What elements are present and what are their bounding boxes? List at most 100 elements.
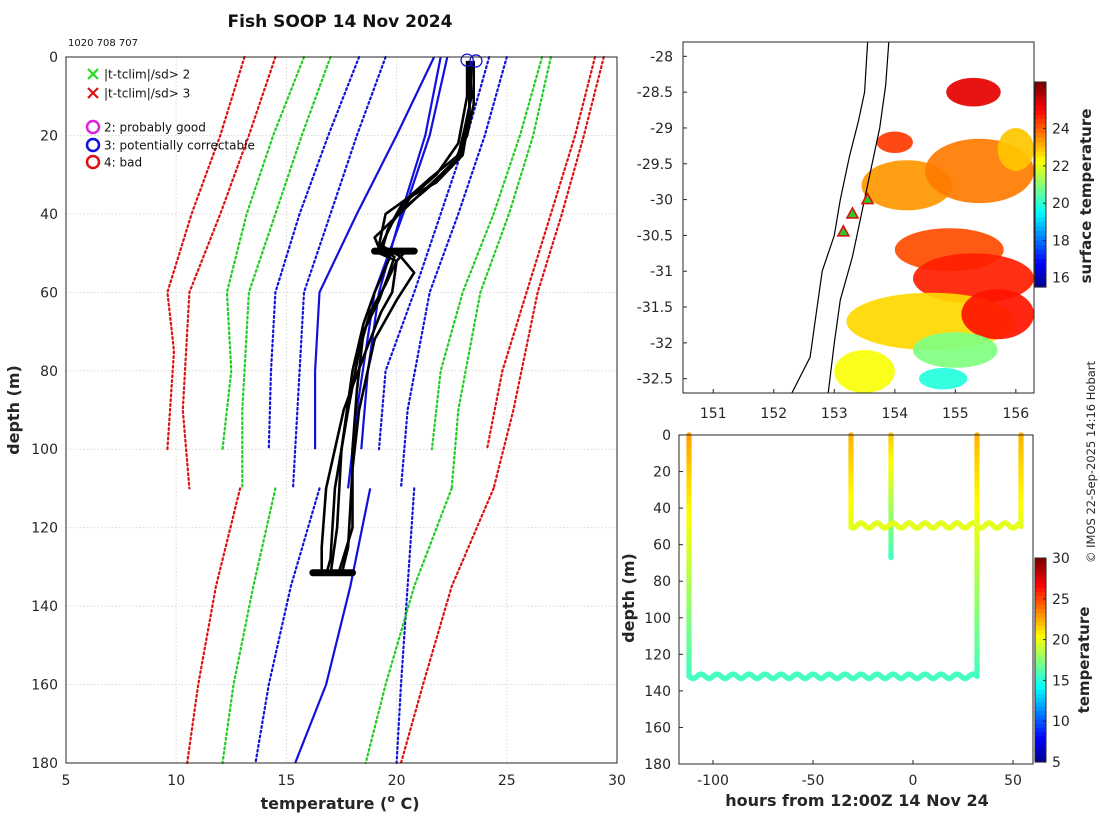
clim-sd1-low-c (254, 487, 321, 765)
colorbar-segment (1035, 165, 1046, 172)
coastline-line (791, 42, 869, 393)
x-tick-label: 15 (277, 773, 295, 789)
colorbar-segment (1035, 95, 1046, 102)
colorbar-segment (1035, 105, 1046, 111)
colorbar-segment (1035, 203, 1046, 209)
wiggle-point (974, 673, 980, 679)
colorbar-segment (1035, 706, 1046, 712)
dt-x-tick-label: -100 (697, 773, 729, 789)
sst-patch (912, 332, 998, 368)
dt-y-tick-label: 120 (644, 647, 671, 663)
colorbar-segment (1035, 109, 1046, 116)
colorbar-segment (1035, 630, 1046, 636)
legend-label: |t-tclim|/sd> 2 (104, 68, 190, 82)
colorbar-segment (1035, 677, 1046, 682)
depth-time-plot: -100 -50 0 50 0 20 40 60 80 100 120 140 160 180 hours… (619, 428, 1093, 810)
colorbar-segment (1035, 702, 1046, 708)
sst-patch (834, 350, 895, 393)
map-y-tick-label: -31 (650, 264, 673, 280)
colorbar-tick-label: 10 (1052, 714, 1070, 730)
colorbar-tick-label: 24 (1052, 122, 1070, 138)
profile-3 (320, 60, 469, 571)
colorbar-segment (1035, 655, 1046, 661)
clim-sd3-low-b (181, 55, 277, 490)
colorbar-segment (1035, 711, 1046, 716)
legend-circle-symbol (85, 137, 101, 153)
drop-point (888, 554, 894, 561)
colorbar-segment (1035, 566, 1046, 572)
colorbar-tick-label: 18 (1052, 233, 1070, 249)
sst-patch (997, 127, 1034, 171)
y-tick-label: 40 (40, 207, 58, 223)
colorbar-segment (1035, 123, 1046, 130)
dt-x-tick-label: 0 (909, 773, 918, 789)
map-y-tick-label: -29.5 (637, 157, 673, 173)
sst-field (834, 77, 1034, 393)
bad-marker (460, 53, 474, 67)
colorbar-segment (1035, 749, 1046, 755)
sst-colorbar: 16 18 20 22 24 (1034, 81, 1070, 288)
dt-y-tick-label: 100 (644, 611, 671, 627)
clim-sd1-high-c (395, 487, 416, 765)
station-marker (836, 224, 851, 237)
observed-profiles (309, 60, 476, 577)
profile-plot-frame (65, 56, 618, 764)
colorbar-segment (1035, 562, 1046, 568)
colorbar-segment (1035, 179, 1046, 186)
profile-x-label: temperature (o C) (260, 792, 419, 813)
profile-plot-area (66, 57, 617, 763)
colorbar-segment (1035, 277, 1046, 283)
y-tick-label: 120 (31, 521, 58, 537)
map-x-tick-label: 152 (760, 406, 787, 422)
colorbar-segment (1035, 626, 1046, 631)
colorbar-segment (1035, 263, 1046, 269)
colorbar-tick-label: 20 (1052, 196, 1070, 212)
wiggle-point (1018, 520, 1024, 526)
colorbar-segment (1035, 736, 1046, 742)
colorbar-segment (1035, 757, 1046, 763)
clim-sd3-low-c (186, 487, 242, 765)
colorbar-segment (1035, 740, 1046, 746)
y-tick-label: 140 (31, 599, 58, 615)
x-tick-label: 30 (608, 773, 626, 789)
map-y-tick-label: -29 (650, 121, 673, 137)
colorbar-segment (1035, 151, 1046, 158)
map-x-tick-label: 155 (942, 406, 969, 422)
y-tick-label: 80 (40, 364, 58, 380)
legend-x-symbol (87, 68, 99, 80)
colorbar-segment (1035, 245, 1046, 251)
colorbar-segment (1035, 207, 1046, 214)
depth-time-area (679, 435, 1033, 764)
dt-x-tick-label: 50 (1004, 773, 1022, 789)
y-tick-label: 100 (31, 442, 58, 458)
map-y-tick-label: -28 (650, 49, 673, 65)
y-tick-label: 160 (31, 678, 58, 694)
colorbar-segment (1035, 592, 1046, 597)
temperature-colorbar-label: temperature (1075, 607, 1093, 714)
clim-sd3-high-c (399, 487, 495, 765)
legend-label: |t-tclim|/sd> 3 (104, 87, 190, 101)
colorbar-segment (1035, 221, 1046, 228)
depth-time-y-label: depth (m) (619, 553, 638, 643)
clim-sd3-low-a (166, 55, 246, 451)
colorbar-segment (1035, 119, 1046, 125)
colorbar-segment (1035, 672, 1046, 678)
profile-2 (340, 60, 476, 576)
colorbar-segment (1035, 137, 1046, 144)
colorbar-tick-label: 30 (1052, 551, 1070, 567)
map-y-tick-label: -31.5 (637, 300, 673, 316)
colorbar-segment (1035, 604, 1046, 610)
colorbar-tick-label: 25 (1052, 592, 1070, 608)
colorbar-segment (1035, 668, 1046, 674)
x-tick-label: 20 (388, 773, 406, 789)
clim-sd3-high-a (485, 55, 597, 451)
map-y-tick-label: -32.5 (637, 372, 673, 388)
colorbar-segment (1035, 170, 1046, 176)
figure-subtitle: 1020 708 707 (68, 38, 138, 49)
colorbar-segment (1035, 587, 1046, 593)
colorbar-segment (1035, 753, 1046, 759)
colorbar-segment (1035, 651, 1046, 657)
dt-y-tick-label: 180 (644, 757, 671, 773)
colorbar-segment (1035, 681, 1046, 687)
colorbar-segment (1035, 643, 1046, 648)
